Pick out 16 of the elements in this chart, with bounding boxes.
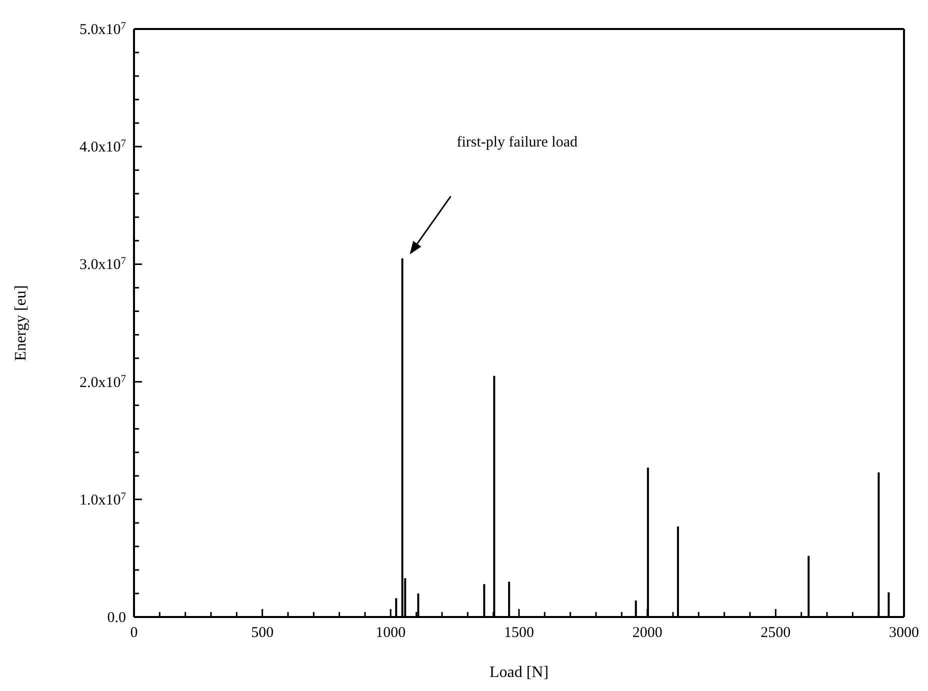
y-tick-label: 3.0x10$^{7}$: [80, 256, 126, 274]
x-tick-label: 1000: [376, 625, 406, 641]
x-tick-label: 1500: [504, 625, 534, 641]
x-tick-label: 0: [130, 625, 138, 641]
x-tick-label: 3000: [889, 625, 919, 641]
y-tick-label: 4.0x10$^{7}$: [80, 138, 126, 156]
x-tick-label: 2500: [760, 625, 791, 641]
y-tick-label: 5.0x10$^{7}$: [80, 20, 126, 38]
y-axis-title: Energy [eu]: [12, 285, 30, 361]
y-tick-label: 2.0x10$^{7}$: [80, 373, 126, 391]
y-tick-label: 0.0: [107, 610, 126, 626]
annotation: first-ply failure load: [456, 134, 578, 150]
x-axis-title: Load [N]: [489, 664, 549, 681]
y-tick-label: 1.0x10$^{7}$: [80, 490, 126, 508]
x-tick-label: 500: [251, 625, 274, 641]
x-tick-label: 2000: [632, 625, 662, 641]
